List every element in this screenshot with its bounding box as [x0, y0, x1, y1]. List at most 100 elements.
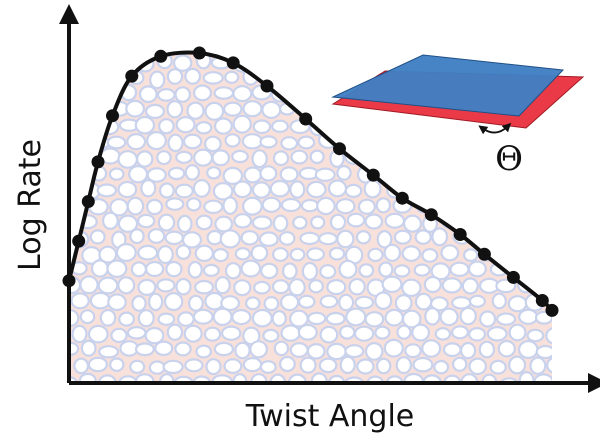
pattern-cell — [158, 117, 175, 135]
pattern-cell — [413, 166, 429, 183]
pattern-cell — [310, 215, 326, 230]
pattern-cell — [88, 104, 109, 119]
pattern-cell — [326, 117, 345, 133]
pattern-cell — [156, 245, 174, 265]
pattern-cell — [536, 246, 552, 261]
theta-label: Θ — [495, 139, 523, 179]
pattern-cell — [232, 84, 253, 103]
pattern-cell — [90, 259, 109, 278]
pattern-cell — [205, 358, 222, 376]
pattern-cell — [401, 245, 421, 262]
pattern-cell — [338, 259, 358, 279]
pattern-cell — [463, 248, 479, 263]
pattern-cell — [508, 355, 527, 375]
pattern-cell — [79, 309, 96, 325]
pattern-cell — [126, 325, 147, 340]
pattern-cell — [308, 53, 329, 70]
pattern-cell — [187, 260, 203, 279]
pattern-cell — [376, 230, 393, 249]
pattern-cell — [529, 356, 547, 375]
pattern-cell — [137, 213, 156, 229]
pattern-cell — [195, 344, 212, 359]
pattern-cell — [195, 121, 213, 135]
pattern-cell — [182, 231, 203, 249]
pattern-cell — [231, 149, 249, 164]
pattern-cell — [421, 339, 442, 358]
pattern-cell — [69, 88, 80, 103]
y-axis-label: Log Rate — [13, 139, 48, 271]
pattern-cell — [135, 150, 154, 168]
pattern-cell — [206, 229, 223, 246]
pattern-cell — [231, 309, 252, 326]
pattern-cell — [165, 197, 185, 211]
pattern-cell — [375, 197, 392, 214]
pattern-cell — [411, 132, 431, 150]
pattern-cell — [358, 263, 375, 278]
pattern-cell — [214, 215, 234, 233]
pattern-cell — [273, 340, 290, 357]
pattern-cell — [156, 150, 172, 166]
pattern-cell — [224, 70, 240, 84]
pattern-cell — [279, 166, 299, 183]
pattern-cell — [526, 165, 546, 180]
pattern-cell — [489, 227, 510, 247]
pattern-cell — [69, 341, 80, 356]
pattern-cell — [471, 197, 487, 217]
pattern-cell — [137, 309, 155, 328]
pattern-cell — [314, 167, 336, 182]
x-axis-label: Twist Angle — [245, 399, 415, 434]
pattern-cell — [489, 52, 506, 56]
pattern-cell — [461, 277, 479, 295]
pattern-cell — [167, 133, 184, 153]
pattern-cell — [186, 197, 202, 212]
pattern-cell — [206, 166, 222, 180]
pattern-cell — [98, 345, 120, 359]
pattern-cell — [283, 38, 298, 51]
pattern-cell — [299, 356, 317, 374]
pattern-cell — [126, 196, 145, 216]
pattern-cell — [299, 52, 318, 55]
pattern-cell — [414, 229, 432, 245]
pattern-cell — [263, 296, 280, 312]
pattern-cell — [364, 151, 386, 166]
pattern-cell — [384, 212, 406, 229]
pattern-cell — [129, 37, 146, 51]
pattern-cell — [194, 244, 214, 262]
pattern-cell — [147, 228, 166, 244]
pattern-cell — [468, 357, 487, 376]
pattern-cell — [366, 52, 385, 69]
pattern-cell — [219, 229, 241, 249]
pattern-cell — [325, 311, 346, 326]
pattern-cell — [106, 135, 127, 150]
pattern-cell — [403, 118, 422, 135]
pattern-cell — [53, 262, 68, 276]
pattern-cell — [73, 133, 91, 151]
pattern-cell — [191, 375, 212, 383]
pattern-cell — [306, 342, 326, 360]
pattern-cell — [259, 360, 277, 374]
pattern-cell — [424, 306, 441, 326]
pattern-cell — [101, 211, 119, 230]
pattern-cell — [271, 310, 287, 328]
pattern-cell — [329, 213, 347, 231]
pattern-cell — [440, 244, 460, 262]
pattern-cell — [70, 292, 90, 310]
pattern-cell — [468, 294, 486, 308]
pattern-cell — [145, 103, 166, 120]
pattern-cell — [497, 339, 516, 358]
pattern-cell — [376, 357, 392, 375]
pattern-cell — [96, 183, 118, 198]
pattern-cell — [364, 213, 384, 230]
pattern-cell — [89, 291, 112, 310]
pattern-cell — [245, 296, 261, 311]
pattern-cell — [126, 133, 147, 151]
pattern-cell — [544, 263, 552, 280]
pattern-cell — [220, 295, 241, 312]
pattern-cell — [193, 148, 214, 167]
pattern-cell — [187, 294, 204, 312]
pattern-cell — [289, 88, 310, 103]
pattern-cell — [489, 359, 507, 375]
pattern-cell — [336, 164, 352, 181]
pattern-cell — [213, 341, 234, 357]
pattern-cell — [259, 135, 278, 149]
